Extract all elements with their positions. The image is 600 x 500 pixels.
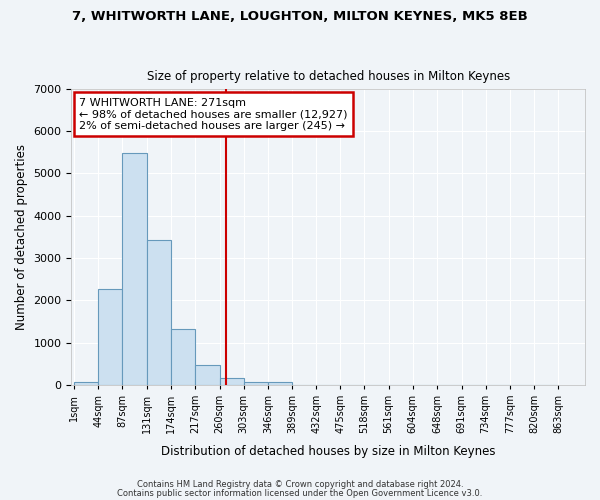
Bar bbox=[122, 153, 146, 385]
Bar bbox=[196, 366, 220, 385]
Bar bbox=[147, 240, 172, 385]
Bar bbox=[74, 382, 98, 385]
Text: 7, WHITWORTH LANE, LOUGHTON, MILTON KEYNES, MK5 8EB: 7, WHITWORTH LANE, LOUGHTON, MILTON KEYN… bbox=[72, 10, 528, 23]
Text: Contains public sector information licensed under the Open Government Licence v3: Contains public sector information licen… bbox=[118, 488, 482, 498]
Bar bbox=[98, 289, 122, 385]
Bar bbox=[172, 330, 196, 385]
Bar bbox=[244, 382, 268, 385]
Y-axis label: Number of detached properties: Number of detached properties bbox=[15, 144, 28, 330]
Text: Contains HM Land Registry data © Crown copyright and database right 2024.: Contains HM Land Registry data © Crown c… bbox=[137, 480, 463, 489]
Title: Size of property relative to detached houses in Milton Keynes: Size of property relative to detached ho… bbox=[146, 70, 510, 84]
X-axis label: Distribution of detached houses by size in Milton Keynes: Distribution of detached houses by size … bbox=[161, 444, 496, 458]
Bar bbox=[268, 382, 292, 385]
Bar bbox=[220, 378, 244, 385]
Text: 7 WHITWORTH LANE: 271sqm
← 98% of detached houses are smaller (12,927)
2% of sem: 7 WHITWORTH LANE: 271sqm ← 98% of detach… bbox=[79, 98, 347, 131]
